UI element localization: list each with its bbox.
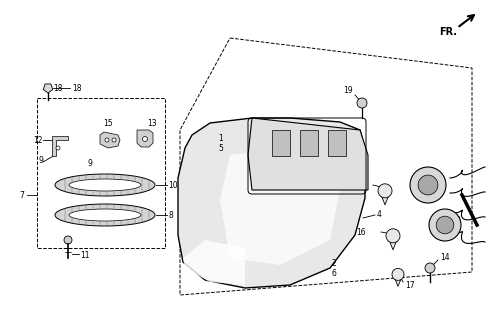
Text: 4: 4 (377, 210, 382, 219)
Polygon shape (137, 130, 153, 147)
Polygon shape (178, 118, 365, 288)
Text: 15: 15 (103, 119, 113, 128)
Text: 2: 2 (332, 260, 337, 268)
Polygon shape (389, 239, 397, 250)
Polygon shape (183, 240, 245, 285)
Polygon shape (100, 132, 120, 148)
Text: 9: 9 (38, 156, 43, 164)
Text: 16: 16 (348, 180, 358, 189)
Bar (37, 98, 165, 248)
Text: 3: 3 (455, 215, 460, 225)
Polygon shape (220, 148, 340, 265)
Bar (300, 130, 318, 156)
Circle shape (429, 209, 461, 241)
Text: 18: 18 (72, 84, 81, 92)
Text: 11: 11 (80, 251, 90, 260)
Circle shape (410, 167, 446, 203)
Text: 13: 13 (147, 119, 157, 128)
Text: 8: 8 (168, 211, 173, 220)
Text: 6: 6 (332, 269, 337, 278)
Text: 18: 18 (53, 84, 62, 92)
Text: 7: 7 (19, 190, 24, 199)
Text: FR.: FR. (439, 27, 457, 37)
Ellipse shape (69, 179, 141, 191)
Polygon shape (381, 194, 389, 205)
Polygon shape (248, 118, 368, 190)
Circle shape (436, 216, 454, 234)
Text: 1: 1 (218, 133, 223, 142)
Text: 16: 16 (356, 228, 366, 236)
Text: 10: 10 (168, 180, 178, 189)
Ellipse shape (55, 174, 155, 196)
Circle shape (386, 229, 400, 243)
Text: 5: 5 (218, 143, 223, 153)
Text: 12: 12 (34, 135, 43, 145)
Bar (272, 130, 290, 156)
Circle shape (105, 138, 109, 142)
Circle shape (378, 184, 392, 198)
Circle shape (418, 175, 438, 195)
Circle shape (143, 137, 148, 141)
Bar (328, 130, 346, 156)
Text: 9: 9 (88, 158, 93, 167)
Circle shape (56, 146, 60, 150)
Polygon shape (394, 277, 402, 286)
Polygon shape (52, 136, 68, 156)
Ellipse shape (55, 204, 155, 226)
Circle shape (392, 268, 404, 280)
Ellipse shape (69, 209, 141, 221)
Text: 19: 19 (343, 85, 353, 94)
Text: 17: 17 (405, 281, 414, 290)
Circle shape (425, 263, 435, 273)
Circle shape (112, 138, 116, 142)
Circle shape (64, 236, 72, 244)
Circle shape (357, 98, 367, 108)
Text: 14: 14 (440, 253, 450, 262)
